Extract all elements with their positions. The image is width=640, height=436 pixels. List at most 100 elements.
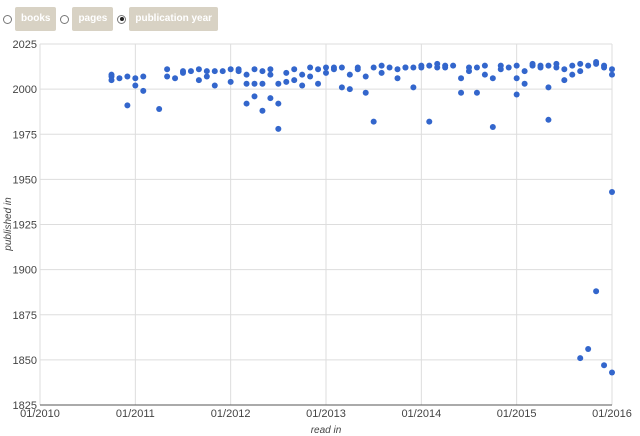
- data-point[interactable]: [577, 68, 584, 75]
- data-point[interactable]: [299, 82, 306, 89]
- data-point[interactable]: [346, 86, 353, 93]
- data-point[interactable]: [489, 124, 496, 131]
- pages-button[interactable]: pages: [72, 7, 114, 31]
- data-point[interactable]: [561, 77, 568, 84]
- data-point[interactable]: [497, 66, 504, 73]
- data-point[interactable]: [473, 89, 480, 96]
- data-point[interactable]: [338, 84, 345, 91]
- data-point[interactable]: [299, 71, 306, 78]
- data-point[interactable]: [195, 77, 202, 84]
- data-point[interactable]: [259, 80, 266, 87]
- data-point[interactable]: [132, 75, 139, 82]
- data-point[interactable]: [140, 87, 147, 94]
- data-point[interactable]: [291, 77, 298, 84]
- data-point[interactable]: [378, 62, 385, 69]
- data-point[interactable]: [354, 64, 361, 71]
- data-point[interactable]: [569, 62, 576, 69]
- data-point[interactable]: [410, 84, 417, 91]
- pages-radio[interactable]: [60, 14, 70, 24]
- option-books[interactable]: books: [3, 7, 57, 31]
- data-point[interactable]: [362, 73, 369, 80]
- data-point[interactable]: [505, 64, 512, 71]
- data-point[interactable]: [609, 71, 615, 78]
- data-point[interactable]: [211, 68, 218, 75]
- data-point[interactable]: [227, 78, 234, 85]
- data-point[interactable]: [330, 64, 337, 71]
- data-point[interactable]: [370, 118, 377, 125]
- data-point[interactable]: [108, 77, 115, 84]
- data-point[interactable]: [609, 189, 615, 196]
- data-point[interactable]: [307, 64, 314, 71]
- data-point[interactable]: [473, 64, 480, 71]
- data-point[interactable]: [458, 89, 465, 96]
- data-point[interactable]: [609, 66, 615, 73]
- data-point[interactable]: [481, 71, 488, 78]
- data-point[interactable]: [585, 62, 592, 69]
- data-point[interactable]: [513, 91, 520, 98]
- data-point[interactable]: [275, 100, 282, 107]
- data-point[interactable]: [164, 73, 171, 80]
- data-point[interactable]: [513, 75, 520, 82]
- data-point[interactable]: [545, 84, 552, 91]
- data-point[interactable]: [156, 105, 163, 112]
- data-point[interactable]: [259, 107, 266, 114]
- data-point[interactable]: [283, 78, 290, 85]
- data-point[interactable]: [283, 69, 290, 76]
- data-point[interactable]: [267, 71, 274, 78]
- data-point[interactable]: [251, 66, 258, 73]
- data-point[interactable]: [394, 66, 401, 73]
- data-point[interactable]: [553, 60, 560, 67]
- data-point[interactable]: [315, 80, 322, 87]
- data-point[interactable]: [267, 66, 274, 73]
- data-point[interactable]: [307, 73, 314, 80]
- data-point[interactable]: [577, 355, 584, 362]
- data-point[interactable]: [211, 82, 218, 89]
- data-point[interactable]: [593, 288, 600, 295]
- data-point[interactable]: [378, 69, 385, 76]
- data-point[interactable]: [466, 68, 472, 75]
- data-point[interactable]: [370, 64, 377, 71]
- data-point[interactable]: [203, 68, 210, 75]
- data-point[interactable]: [124, 102, 131, 109]
- data-point[interactable]: [338, 64, 345, 71]
- data-point[interactable]: [426, 118, 433, 125]
- books-radio[interactable]: [3, 14, 12, 24]
- data-point[interactable]: [323, 64, 329, 71]
- data-point[interactable]: [235, 66, 242, 73]
- data-point[interactable]: [410, 64, 417, 71]
- data-point[interactable]: [251, 93, 258, 100]
- data-point[interactable]: [458, 75, 465, 82]
- data-point[interactable]: [227, 66, 234, 73]
- data-point[interactable]: [346, 71, 353, 78]
- data-point[interactable]: [323, 69, 329, 76]
- books-button[interactable]: books: [15, 7, 57, 31]
- data-point[interactable]: [593, 60, 600, 67]
- data-point[interactable]: [275, 125, 282, 132]
- data-point[interactable]: [362, 89, 369, 96]
- data-point[interactable]: [219, 68, 226, 75]
- data-point[interactable]: [180, 69, 186, 76]
- data-point[interactable]: [609, 369, 615, 376]
- data-point[interactable]: [203, 73, 210, 80]
- data-point[interactable]: [164, 66, 171, 73]
- data-point[interactable]: [132, 82, 139, 89]
- data-point[interactable]: [267, 95, 274, 102]
- data-point[interactable]: [124, 73, 131, 80]
- data-point[interactable]: [418, 64, 425, 71]
- data-point[interactable]: [577, 60, 584, 67]
- data-point[interactable]: [561, 66, 568, 73]
- data-point[interactable]: [172, 75, 179, 82]
- data-point[interactable]: [394, 75, 401, 82]
- data-point[interactable]: [291, 66, 298, 73]
- data-point[interactable]: [434, 60, 441, 67]
- publication-year-button[interactable]: publication year: [129, 7, 219, 31]
- data-point[interactable]: [259, 68, 266, 75]
- data-point[interactable]: [513, 62, 520, 69]
- data-point[interactable]: [537, 62, 544, 69]
- data-point[interactable]: [569, 71, 576, 78]
- data-point[interactable]: [195, 66, 202, 73]
- data-point[interactable]: [545, 116, 552, 123]
- data-point[interactable]: [585, 346, 592, 353]
- option-publication-year[interactable]: publication year: [117, 7, 219, 31]
- data-point[interactable]: [243, 71, 250, 78]
